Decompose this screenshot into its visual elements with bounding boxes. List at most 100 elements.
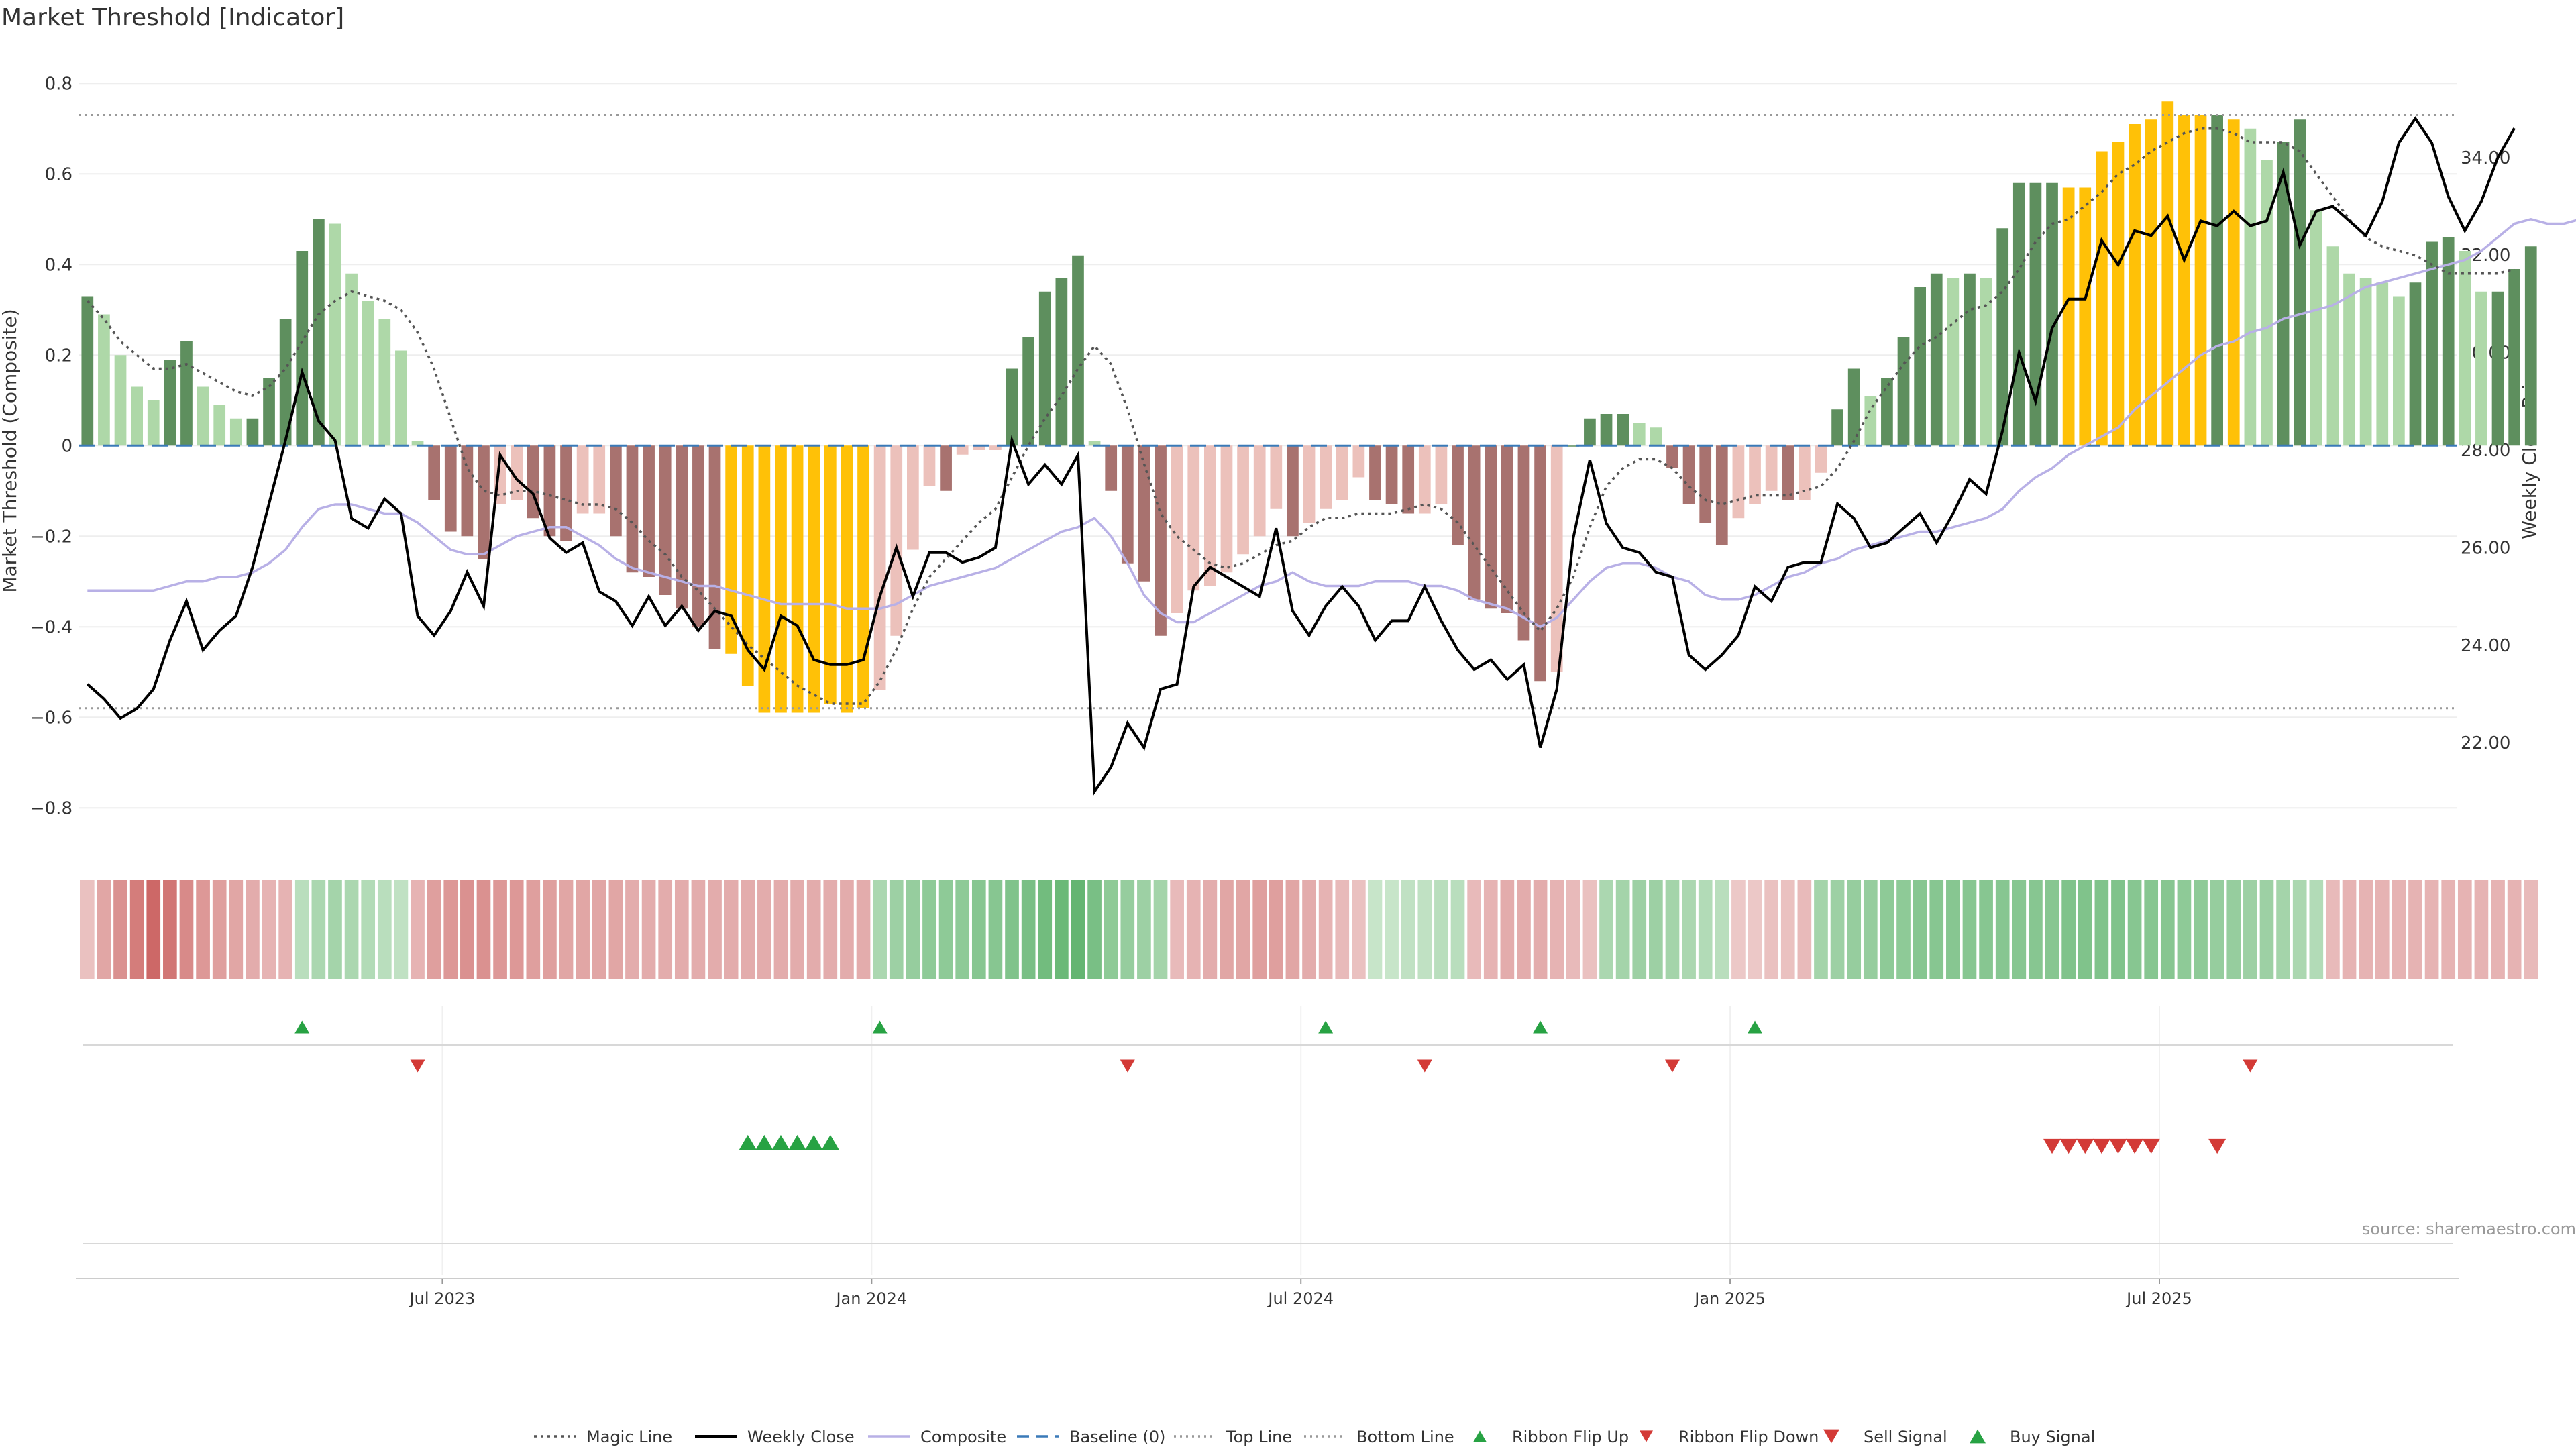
ribbon-cell xyxy=(328,880,342,979)
ribbon-cell xyxy=(2259,880,2274,979)
composite-bar xyxy=(1517,445,1530,641)
composite-bar xyxy=(1055,278,1068,446)
ribbon-cell xyxy=(889,880,904,979)
composite-bar xyxy=(81,296,94,446)
ribbon-cell xyxy=(1582,880,1597,979)
composite-bar xyxy=(114,355,127,446)
ribbon-cell xyxy=(625,880,639,979)
composite-bar xyxy=(1881,378,1893,446)
y2-tick-label: 34.00 xyxy=(2461,148,2510,168)
ribbon-cell xyxy=(1566,880,1580,979)
composite-bar xyxy=(1303,445,1316,523)
ribbon-cell xyxy=(163,880,177,979)
composite-bar xyxy=(1385,445,1398,504)
composite-bar xyxy=(1138,445,1150,582)
composite-bar xyxy=(411,441,424,446)
composite-bar xyxy=(692,445,704,627)
ribbon-cell xyxy=(708,880,722,979)
legend-label: Composite xyxy=(920,1428,1006,1446)
composite-bar xyxy=(1699,445,1712,523)
composite-bar xyxy=(180,341,193,446)
ribbon-cell xyxy=(2309,880,2324,979)
ribbon-cell xyxy=(873,880,887,979)
composite-bar xyxy=(1022,337,1034,446)
composite-bar xyxy=(824,445,837,704)
ribbon-cell xyxy=(1285,880,1300,979)
ribbon-cell xyxy=(1170,880,1184,979)
ribbon-cell xyxy=(113,880,127,979)
composite-bar xyxy=(164,360,176,446)
ribbon-cell xyxy=(278,880,292,979)
composite-bar xyxy=(362,301,374,446)
legend-label: Ribbon Flip Down xyxy=(1678,1428,1819,1446)
composite-bar xyxy=(2261,160,2273,446)
ribbon-cell xyxy=(2078,880,2092,979)
ribbon-cell xyxy=(1417,880,1432,979)
composite-bar xyxy=(1980,278,1992,446)
ribbon-cell xyxy=(2045,880,2059,979)
y-tick-label: −0.6 xyxy=(30,708,72,728)
legend-label: Buy Signal xyxy=(2010,1428,2095,1446)
ribbon-cell xyxy=(1137,880,1151,979)
ribbon-cell xyxy=(1252,880,1267,979)
composite-bar xyxy=(576,445,589,514)
sell-signal-marker xyxy=(2092,1138,2110,1155)
y2-tick-label: 24.00 xyxy=(2461,636,2510,656)
ribbon-cell xyxy=(1005,880,1019,979)
composite-bar xyxy=(279,319,292,446)
composite-bar xyxy=(2376,282,2389,446)
composite-bar xyxy=(329,223,341,446)
composite-bar xyxy=(296,251,309,446)
composite-bar xyxy=(1187,445,1200,591)
ribbon-cell xyxy=(938,880,953,979)
y-tick-label: 0.4 xyxy=(45,255,72,275)
composite-bar xyxy=(1287,445,1299,537)
composite-bar xyxy=(1847,368,1860,446)
composite-bar xyxy=(593,445,606,514)
composite-bar xyxy=(147,400,160,446)
ribbon-cell xyxy=(1533,880,1548,979)
composite-bar xyxy=(643,445,655,577)
ribbon-cell xyxy=(1302,880,1316,979)
ribbon-cell xyxy=(476,880,491,979)
composite-bar xyxy=(610,445,622,537)
composite-bar xyxy=(1600,414,1613,446)
y-tick-label: −0.2 xyxy=(30,527,72,547)
composite-bar xyxy=(2227,119,2240,446)
composite-bar xyxy=(1435,445,1448,504)
composite-bar xyxy=(1666,445,1678,468)
composite-bar xyxy=(444,445,457,532)
y-tick-label: 0.2 xyxy=(45,345,72,366)
ribbon-cell xyxy=(129,880,144,979)
ribbon-cell xyxy=(1368,880,1383,979)
ribbon-cell xyxy=(394,880,409,979)
ribbon-cell xyxy=(1203,880,1218,979)
composite-bar xyxy=(1650,427,1662,446)
ribbon-flip-down-marker xyxy=(410,1059,425,1073)
ribbon-cell xyxy=(2226,880,2241,979)
composite-bar xyxy=(1468,445,1481,600)
ribbon-flip-up-marker xyxy=(872,1020,888,1034)
composite-bar xyxy=(1253,445,1266,537)
sell-signal-marker xyxy=(2208,1138,2226,1155)
ribbon-cell xyxy=(608,880,623,979)
composite-bar xyxy=(2079,187,2092,446)
ribbon-cell xyxy=(2210,880,2224,979)
y2-tick-label: 26.00 xyxy=(2461,538,2510,558)
ribbon-flip-up-marker xyxy=(1748,1020,1763,1034)
ribbon-cell xyxy=(906,880,920,979)
composite-bar xyxy=(2326,246,2339,446)
composite-bar xyxy=(1270,445,1283,509)
ribbon-cell xyxy=(1780,880,1795,979)
ribbon-cell xyxy=(1385,880,1399,979)
composite-bar xyxy=(923,445,936,486)
composite-bar xyxy=(98,314,110,446)
composite-bar xyxy=(956,445,969,455)
ribbon-cell xyxy=(1682,880,1696,979)
buy-signal-marker xyxy=(821,1134,839,1150)
ribbon-cell xyxy=(2441,880,2456,979)
composite-bar xyxy=(2442,237,2455,446)
ribbon-cell xyxy=(1120,880,1135,979)
composite-bar xyxy=(2145,119,2157,446)
